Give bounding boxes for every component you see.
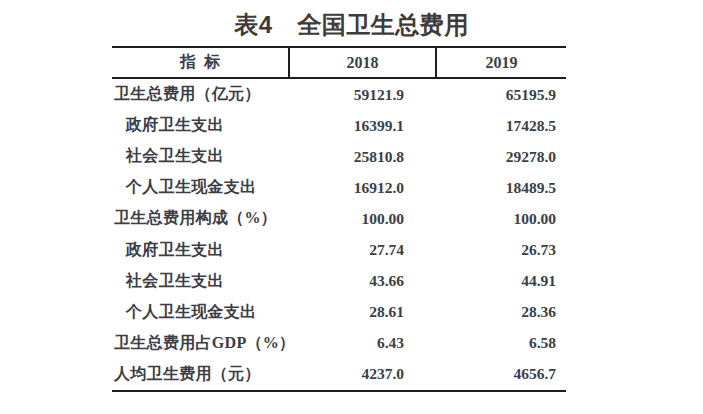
table-row: 卫生总费用构成（%） 100.00 100.00 (112, 203, 566, 234)
header-cell-2018: 2018 (290, 48, 437, 77)
row-label: 卫生总费用构成（%） (112, 208, 290, 229)
table-header-row: 指 标 2018 2019 (112, 48, 566, 79)
header-cell-indicator: 指 标 (112, 48, 290, 77)
value-2018: 43.66 (290, 272, 437, 290)
value-2019: 29278.0 (437, 148, 566, 166)
table-row: 社会卫生支出 43.66 44.91 (112, 266, 566, 297)
value-2018: 28.61 (290, 303, 437, 321)
table-row: 个人卫生现金支出 28.61 28.36 (112, 297, 566, 328)
page-title: 表4 全国卫生总费用 (0, 8, 703, 42)
value-2018: 16399.1 (290, 117, 437, 135)
row-label: 社会卫生支出 (112, 146, 290, 167)
value-2018: 6.43 (290, 334, 437, 352)
value-2019: 26.73 (437, 241, 566, 259)
row-label: 卫生总费用（亿元） (112, 84, 290, 105)
table-row: 卫生总费用占GDP（%） 6.43 6.58 (112, 328, 566, 359)
row-label: 个人卫生现金支出 (112, 177, 290, 198)
value-2019: 4656.7 (437, 365, 566, 383)
table-row: 政府卫生支出 27.74 26.73 (112, 234, 566, 265)
table-body: 卫生总费用（亿元） 59121.9 65195.9 政府卫生支出 16399.1… (112, 79, 566, 390)
value-2018: 100.00 (290, 210, 437, 228)
value-2019: 18489.5 (437, 179, 566, 197)
value-2018: 27.74 (290, 241, 437, 259)
health-expenditure-table: 指 标 2018 2019 卫生总费用（亿元） 59121.9 65195.9 … (112, 46, 566, 392)
row-label: 政府卫生支出 (112, 115, 290, 136)
table-row: 卫生总费用（亿元） 59121.9 65195.9 (112, 79, 566, 110)
table-row: 政府卫生支出 16399.1 17428.5 (112, 110, 566, 141)
value-2019: 65195.9 (437, 86, 566, 104)
value-2019: 28.36 (437, 303, 566, 321)
value-2019: 6.58 (437, 334, 566, 352)
row-label: 人均卫生费用（元） (112, 364, 290, 385)
row-label: 政府卫生支出 (112, 240, 290, 261)
table-row: 人均卫生费用（元） 4237.0 4656.7 (112, 359, 566, 390)
row-label: 个人卫生现金支出 (112, 302, 290, 323)
table-row: 社会卫生支出 25810.8 29278.0 (112, 141, 566, 172)
value-2019: 100.00 (437, 210, 566, 228)
value-2019: 17428.5 (437, 117, 566, 135)
value-2018: 59121.9 (290, 86, 437, 104)
value-2018: 16912.0 (290, 179, 437, 197)
table-row: 个人卫生现金支出 16912.0 18489.5 (112, 172, 566, 203)
value-2018: 4237.0 (290, 365, 437, 383)
value-2019: 44.91 (437, 272, 566, 290)
value-2018: 25810.8 (290, 148, 437, 166)
header-cell-2019: 2019 (437, 48, 566, 77)
row-label: 卫生总费用占GDP（%） (112, 333, 290, 354)
row-label: 社会卫生支出 (112, 271, 290, 292)
